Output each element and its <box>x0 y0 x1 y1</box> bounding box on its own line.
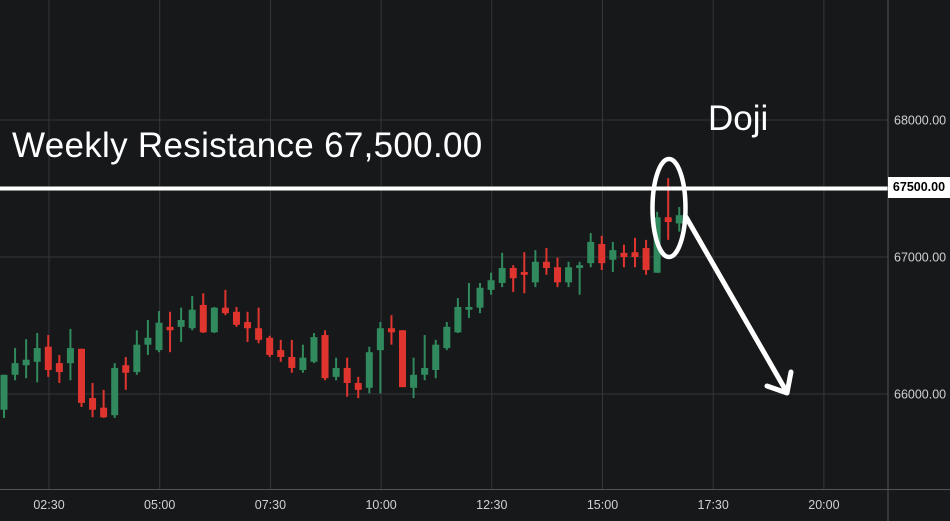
candle-body <box>421 367 429 375</box>
candle-body <box>177 320 185 327</box>
candle-body <box>66 348 74 364</box>
x-axis-label: 15:00 <box>587 498 618 512</box>
candle-body <box>598 243 606 264</box>
x-axis-label: 02:30 <box>33 498 64 512</box>
candle-body <box>266 337 274 355</box>
candle-body <box>531 261 539 283</box>
candle-body <box>631 252 639 257</box>
candle-body <box>664 217 672 223</box>
y-axis-label: 67000.00 <box>894 250 946 264</box>
candle-body <box>465 306 473 310</box>
candle-body <box>609 250 617 260</box>
candle-body <box>33 348 41 362</box>
candle-body <box>542 261 550 268</box>
x-axis-label: 10:00 <box>365 498 396 512</box>
candle-body <box>166 326 174 331</box>
candle-body <box>77 348 85 403</box>
candle-body <box>498 267 506 284</box>
candle-body <box>376 328 384 351</box>
candle-body <box>487 280 495 290</box>
resistance-annotation-text[interactable]: Weekly Resistance 67,500.00 <box>12 126 483 165</box>
candle-body <box>387 328 395 333</box>
x-axis-label: 05:00 <box>144 498 175 512</box>
x-axis-label: 17:30 <box>698 498 729 512</box>
candle-body <box>520 272 528 275</box>
candle-body <box>55 363 63 373</box>
candle-body <box>122 365 130 373</box>
candle-body <box>399 330 407 388</box>
candle-body <box>365 352 373 388</box>
candle-body <box>509 267 517 279</box>
candle-body <box>354 383 362 390</box>
candle-body <box>642 248 650 270</box>
candle-body <box>111 367 119 416</box>
candle-body <box>432 344 440 370</box>
candle-body <box>277 350 285 357</box>
candle-body <box>343 367 351 384</box>
y-axis-label: 68000.00 <box>894 114 946 128</box>
y-axis-label: 66000.00 <box>894 387 946 401</box>
candle-body <box>133 344 141 373</box>
candle-body <box>554 267 561 283</box>
candle-body <box>22 359 30 366</box>
doji-annotation-text[interactable]: Doji <box>708 99 769 138</box>
candle-body <box>155 322 163 351</box>
candle-body <box>44 346 52 370</box>
time-axis[interactable]: 02:30 05:00 07:30 10:00 12:30 15:00 17:30 20:00 <box>33 498 839 512</box>
candle-body <box>144 337 152 345</box>
candle-body <box>299 357 307 370</box>
x-axis-label: 20:00 <box>808 498 839 512</box>
candle-body <box>410 374 418 388</box>
resistance-price-axis-tag: 67500.00 <box>888 177 950 198</box>
candle-body <box>255 328 263 340</box>
candle-body <box>199 304 207 333</box>
candle-body <box>188 309 196 329</box>
candle-body <box>675 215 683 224</box>
x-axis-label: 12:30 <box>476 498 507 512</box>
candle-body <box>576 265 584 268</box>
candle-body <box>89 398 97 410</box>
candle-body <box>454 306 462 333</box>
candle-body <box>244 322 252 329</box>
doji-highlight-ellipse[interactable] <box>650 156 688 260</box>
price-axis[interactable]: 68000.00 67000.00 66000.00 <box>894 114 946 402</box>
candlestick-series <box>0 178 683 418</box>
down-arrow-head <box>764 369 794 396</box>
candle-body <box>232 311 240 325</box>
candle-body <box>288 356 296 368</box>
candle-body <box>11 363 19 375</box>
down-arrow[interactable] <box>683 214 794 396</box>
candle-body <box>620 252 628 257</box>
candle-body <box>321 335 329 379</box>
candle-body <box>476 287 484 308</box>
candle-body <box>100 407 108 418</box>
candle-body <box>310 337 318 362</box>
candle-body <box>221 307 229 314</box>
candle-body <box>0 374 8 410</box>
candle-body <box>332 367 340 377</box>
x-axis-label: 07:30 <box>255 498 286 512</box>
candle-body <box>587 241 595 264</box>
candle-body <box>443 326 451 349</box>
candle-body <box>210 307 218 333</box>
down-arrow-shaft <box>683 214 788 392</box>
grid-layer <box>0 0 888 489</box>
candle-body <box>565 267 573 283</box>
